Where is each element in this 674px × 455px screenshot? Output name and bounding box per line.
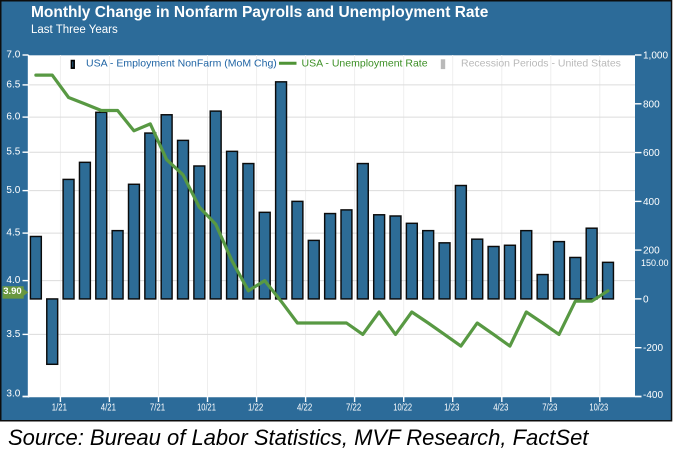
svg-text:1/23: 1/23 bbox=[444, 403, 460, 414]
svg-text:3.5: 3.5 bbox=[6, 329, 20, 340]
svg-text:Monthly Change in Nonfarm Payr: Monthly Change in Nonfarm Payrolls and U… bbox=[31, 4, 489, 21]
svg-text:7.0: 7.0 bbox=[6, 50, 20, 61]
svg-text:10/21: 10/21 bbox=[197, 403, 216, 414]
svg-text:Recession Periods - United Sta: Recession Periods - United States bbox=[461, 57, 621, 69]
svg-text:4/23: 4/23 bbox=[493, 403, 509, 414]
svg-text:10/23: 10/23 bbox=[589, 403, 608, 414]
svg-text:1,000: 1,000 bbox=[643, 51, 668, 62]
svg-text:7/21: 7/21 bbox=[150, 403, 166, 414]
svg-text:7/23: 7/23 bbox=[542, 403, 558, 414]
svg-text:Source: Bureau of Labor Statis: Source: Bureau of Labor Statistics, MVF … bbox=[8, 425, 589, 450]
svg-text:800: 800 bbox=[643, 99, 660, 110]
svg-text:-400: -400 bbox=[643, 390, 663, 401]
svg-text:5.5: 5.5 bbox=[6, 147, 20, 158]
svg-text:Last Three Years: Last Three Years bbox=[31, 24, 118, 36]
svg-text:4/22: 4/22 bbox=[297, 403, 313, 414]
svg-text:0: 0 bbox=[643, 294, 649, 305]
svg-text:7/22: 7/22 bbox=[346, 403, 362, 414]
svg-text:USA - Employment NonFarm (MoM: USA - Employment NonFarm (MoM Chg) bbox=[86, 57, 277, 69]
svg-text:USA - Unemployment Rate: USA - Unemployment Rate bbox=[302, 57, 428, 69]
svg-text:10/22: 10/22 bbox=[393, 403, 412, 414]
svg-text:5.0: 5.0 bbox=[6, 185, 20, 196]
svg-text:200: 200 bbox=[643, 246, 660, 257]
svg-text:600: 600 bbox=[643, 148, 660, 159]
svg-text:4/21: 4/21 bbox=[101, 403, 117, 414]
svg-text:4.5: 4.5 bbox=[6, 228, 20, 239]
svg-text:6.0: 6.0 bbox=[6, 112, 20, 123]
svg-text:1/22: 1/22 bbox=[248, 403, 264, 414]
svg-text:3.0: 3.0 bbox=[6, 389, 20, 400]
svg-text:1/21: 1/21 bbox=[52, 403, 68, 414]
svg-text:6.5: 6.5 bbox=[6, 79, 20, 90]
svg-text:-200: -200 bbox=[643, 343, 663, 354]
svg-text:150.00: 150.00 bbox=[641, 258, 669, 268]
svg-text:3.90: 3.90 bbox=[3, 286, 22, 297]
svg-text:400: 400 bbox=[643, 197, 660, 208]
svg-text:4.0: 4.0 bbox=[6, 275, 20, 286]
